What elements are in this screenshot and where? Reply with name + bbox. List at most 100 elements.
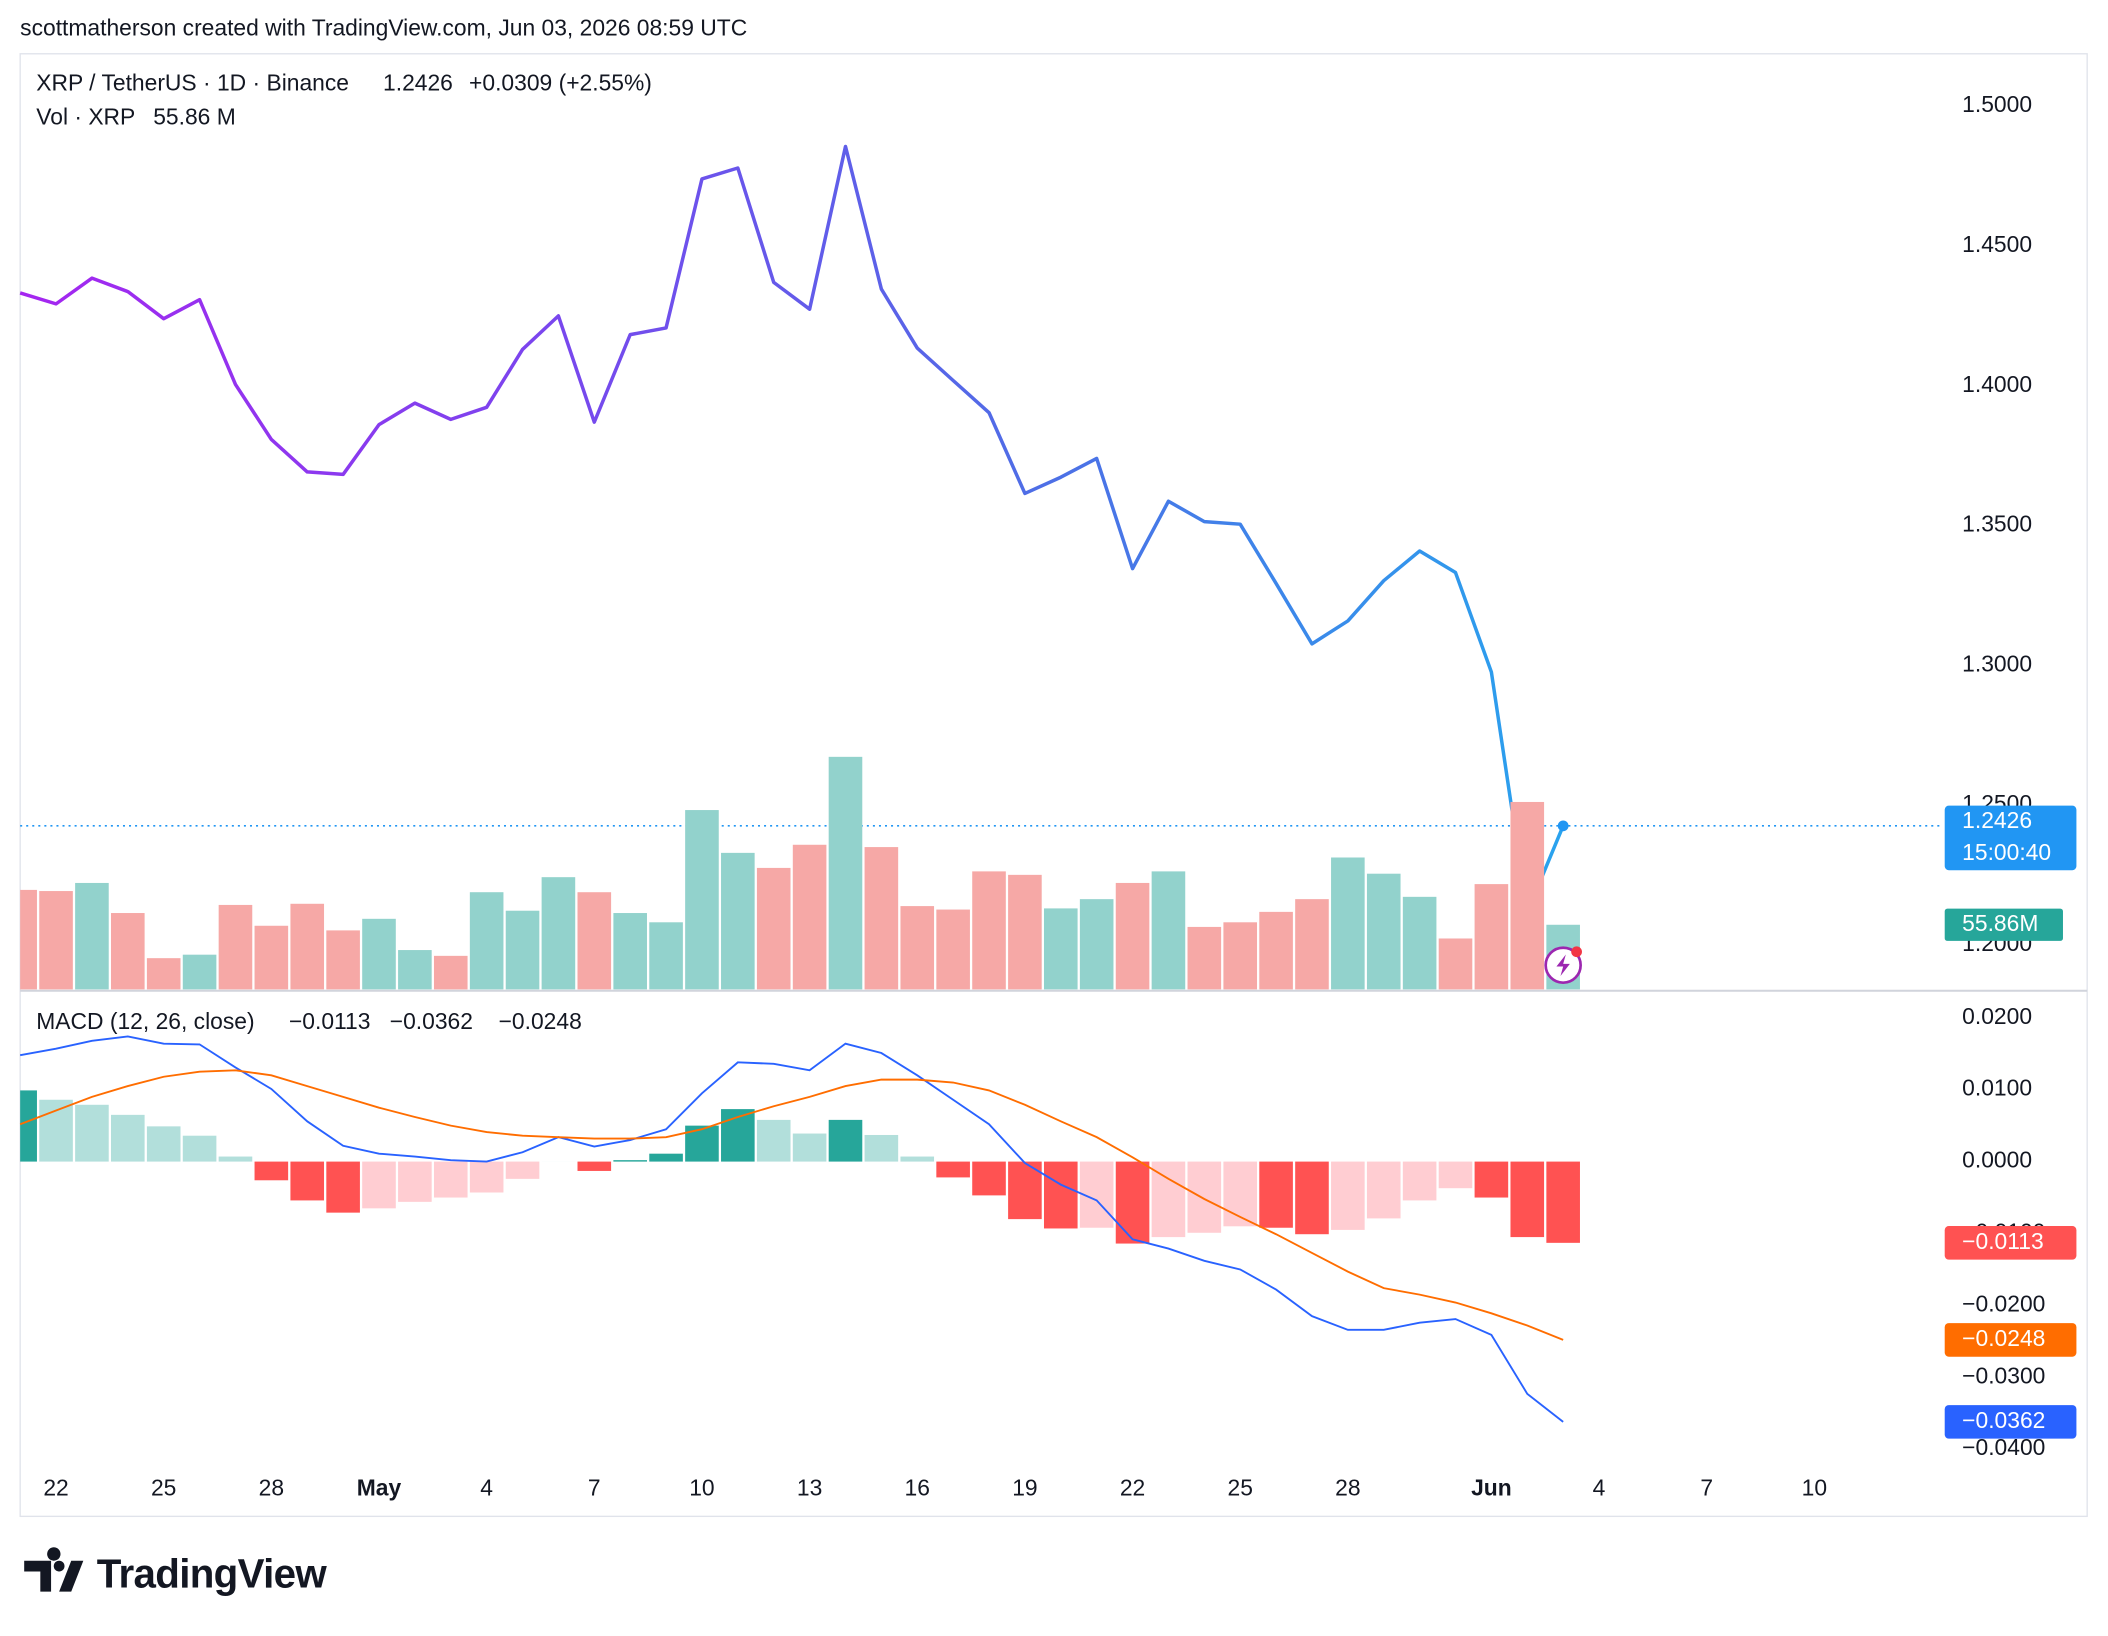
histogram-bar <box>182 1135 217 1162</box>
volume-tag-text: 55.86M <box>1962 910 2038 936</box>
series-tag-text: −0.0248 <box>1962 1325 2045 1351</box>
volume-bar <box>864 847 899 990</box>
histogram-bar <box>218 1156 253 1162</box>
histogram-bar <box>1546 1161 1580 1243</box>
logo-text: TradingView <box>97 1551 328 1597</box>
volume-bar <box>649 922 683 990</box>
x-tick-label: 4 <box>480 1475 493 1501</box>
histogram-bar <box>433 1161 468 1198</box>
histogram-bar <box>1043 1161 1078 1229</box>
price-tag-box <box>1944 805 2077 871</box>
marks <box>19 144 1943 1423</box>
volume-bar <box>433 955 468 990</box>
volume-bar <box>1008 874 1042 990</box>
y-tick-label: −0.0300 <box>1962 1362 2045 1388</box>
volume-bar <box>146 958 181 990</box>
histogram-bar <box>1510 1161 1545 1238</box>
volume-bar <box>756 867 791 990</box>
volume-bar <box>1079 899 1114 990</box>
histogram-bar <box>469 1161 504 1193</box>
x-tick-label: 28 <box>1335 1475 1360 1501</box>
x-tick-label: Jun <box>1471 1475 1512 1501</box>
histogram-bar <box>1115 1161 1150 1244</box>
volume-bar <box>39 891 73 990</box>
histogram-bar <box>756 1119 791 1162</box>
chart-frame <box>19 53 2088 1518</box>
volume-bar <box>900 906 935 990</box>
volume-bar <box>469 892 504 990</box>
histogram-bar <box>398 1161 432 1202</box>
price-tag-text: 1.2426 <box>1962 807 2032 833</box>
histogram-bar <box>1366 1161 1401 1219</box>
volume-bar <box>1259 911 1293 990</box>
macd-title: MACD (12, 26, close) <box>36 1008 254 1034</box>
histogram-bar <box>326 1161 360 1213</box>
histogram-bar <box>254 1161 289 1181</box>
histogram-bar <box>900 1156 935 1162</box>
volume-bar <box>20 889 37 990</box>
volume-bar <box>1043 908 1078 990</box>
histogram-bar <box>1295 1161 1329 1235</box>
histogram-bar <box>20 1090 37 1162</box>
histogram-bar <box>1151 1161 1186 1238</box>
y-tick-label: 1.3000 <box>1962 650 2032 676</box>
histogram-tag-text: −0.0113 <box>1962 1228 2044 1254</box>
volume-bar <box>1438 938 1473 990</box>
x-tick-label: 25 <box>1227 1475 1252 1501</box>
labels: 22 25 28 May 4 7 10 13 16 19 22 25 28 Jun 4 7 101.20001.… <box>36 70 2077 1501</box>
symbol-title: XRP / TetherUS · 1D · Binance <box>36 70 349 96</box>
volume-bar <box>1474 884 1509 990</box>
histogram-bar <box>362 1161 396 1209</box>
volume-bar <box>254 925 289 990</box>
volume-bar <box>75 882 109 990</box>
histogram-bar <box>792 1133 827 1162</box>
y-tick-label: 1.3500 <box>1962 511 2032 537</box>
price-line <box>19 144 1565 914</box>
volume-bar <box>326 930 360 990</box>
volume-bar <box>1366 873 1401 990</box>
volume-bar <box>613 913 647 990</box>
x-tick-label: 25 <box>151 1475 176 1501</box>
logo-icon <box>24 1547 84 1592</box>
badge-bolt <box>1556 954 1570 976</box>
x-tick-label: 16 <box>905 1475 930 1501</box>
histogram-bar <box>1259 1161 1293 1228</box>
volume-bar <box>792 844 827 990</box>
volume-bar <box>577 892 612 990</box>
macd-header-hist: −0.0113 <box>289 1008 371 1034</box>
volume-bar <box>1402 896 1437 990</box>
series-tag-box <box>1944 1323 2077 1357</box>
last-price-dot <box>1557 820 1569 832</box>
y-tick-label: 1.5000 <box>1962 91 2032 117</box>
histogram-bar <box>936 1161 970 1178</box>
histogram-bar <box>1331 1161 1365 1230</box>
header-change: +0.0309 (+2.55%) <box>469 70 652 96</box>
histogram-bar <box>864 1134 899 1162</box>
volume-bar <box>111 913 145 990</box>
y-tick-label: 0.0000 <box>1962 1147 2032 1173</box>
volume-bar <box>218 904 253 990</box>
y-tick-label: 1.4000 <box>1962 371 2032 397</box>
histogram-bar <box>1438 1161 1473 1189</box>
x-tick-label: 28 <box>259 1475 284 1501</box>
volume-title: Vol · XRP <box>36 103 135 129</box>
volume-header-value: 55.86 M <box>153 103 236 129</box>
volume-bar <box>182 954 217 990</box>
histogram-bar <box>39 1099 73 1162</box>
histogram-bar <box>1187 1161 1222 1233</box>
macd-line <box>19 1035 1564 1423</box>
volume-bar <box>362 918 396 990</box>
series-tag-text: −0.0362 <box>1962 1407 2045 1433</box>
histogram-bar <box>828 1119 863 1162</box>
x-tick-label: 13 <box>797 1475 822 1501</box>
signal-line <box>19 1069 1564 1341</box>
x-tick-label: May <box>357 1475 402 1501</box>
x-tick-label: 22 <box>1120 1475 1145 1501</box>
series-tag-box <box>1944 1405 2077 1439</box>
x-tick-label: 22 <box>43 1475 68 1501</box>
logo: TradingView <box>24 1547 328 1597</box>
x-tick-label: 7 <box>588 1475 601 1501</box>
volume-bar <box>936 909 970 990</box>
